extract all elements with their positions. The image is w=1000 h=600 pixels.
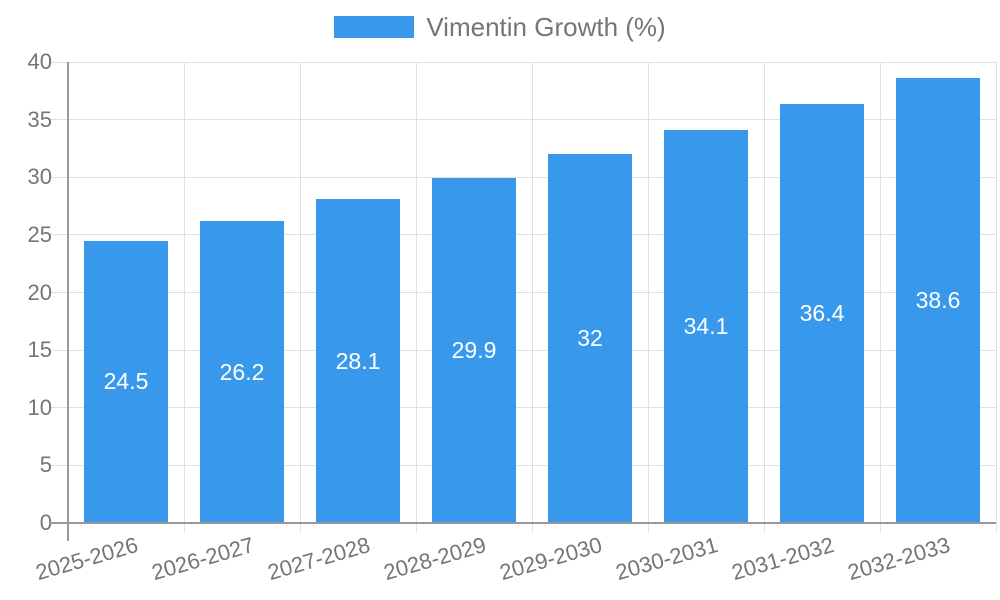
bar[interactable]: 28.1: [316, 199, 400, 523]
y-gridline: [50, 61, 996, 63]
y-tick-label: 40: [27, 49, 52, 74]
y-tick-label: 20: [27, 279, 52, 305]
x-tick-label: 2026-2027: [148, 532, 257, 586]
y-gridline: [50, 349, 996, 351]
x-gridline: [647, 62, 649, 533]
y-axis-line: [67, 62, 69, 541]
y-tick-label: 25: [27, 221, 52, 247]
y-tick-label: 5: [39, 452, 52, 478]
x-gridline: [531, 62, 533, 533]
bar[interactable]: 32: [548, 154, 632, 523]
bar[interactable]: 26.2: [200, 221, 284, 523]
x-tick-label: 2029-2030: [496, 532, 605, 586]
x-gridline: [299, 62, 301, 533]
bar[interactable]: 38.6: [896, 78, 980, 523]
x-tick-label: 2028-2029: [380, 532, 489, 586]
x-tick-label: 2025-2026: [32, 532, 141, 586]
bar-value-label: 36.4: [799, 299, 845, 326]
x-tick-label: 2030-2031: [612, 532, 721, 586]
y-tick-label: 15: [27, 337, 52, 363]
legend-item[interactable]: Vimentin Growth (%): [334, 12, 666, 42]
x-axis-line: [50, 522, 996, 524]
y-tick-label: 35: [27, 106, 52, 132]
y-gridline: [50, 176, 996, 178]
bar-value-label: 34.1: [683, 313, 729, 339]
y-gridline: [50, 119, 996, 121]
y-tick-label: 30: [27, 164, 52, 190]
x-gridline: [183, 62, 185, 533]
bar-value-label: 28.1: [335, 347, 381, 374]
x-gridline: [763, 62, 765, 533]
x-tick-label: 2027-2028: [264, 532, 373, 586]
legend: Vimentin Growth (%): [0, 12, 1000, 42]
bar[interactable]: 36.4: [780, 103, 864, 523]
x-gridline: [415, 62, 417, 533]
y-gridline: [50, 234, 996, 236]
bar[interactable]: 34.1: [664, 130, 748, 523]
y-gridline: [50, 407, 996, 409]
y-gridline: [50, 464, 996, 466]
y-tick-label: 0: [39, 510, 52, 535]
y-tick-label: 10: [27, 394, 52, 420]
plot-area: 0 5 10 15 20 25 30 35 40 24.5 26.2 28.1 29.9 32 34.1 36…: [28, 50, 997, 585]
bar-value-label: 29.9: [451, 337, 497, 364]
bar[interactable]: 29.9: [432, 178, 516, 523]
x-gridline: [879, 62, 881, 533]
y-gridline: [50, 292, 996, 293]
legend-swatch-icon: [334, 16, 415, 38]
legend-label: Vimentin Growth (%): [426, 12, 666, 42]
bar-value-label: 24.5: [103, 368, 149, 395]
x-tick-label: 2031-2032: [728, 532, 837, 586]
x-tick-label: 2032-2033: [844, 532, 953, 586]
bar-value-label: 32: [577, 325, 603, 352]
x-gridline: [995, 62, 997, 533]
bar-value-label: 38.6: [915, 287, 961, 314]
bar-value-label: 26.2: [219, 358, 265, 385]
bar[interactable]: 24.5: [84, 240, 168, 523]
